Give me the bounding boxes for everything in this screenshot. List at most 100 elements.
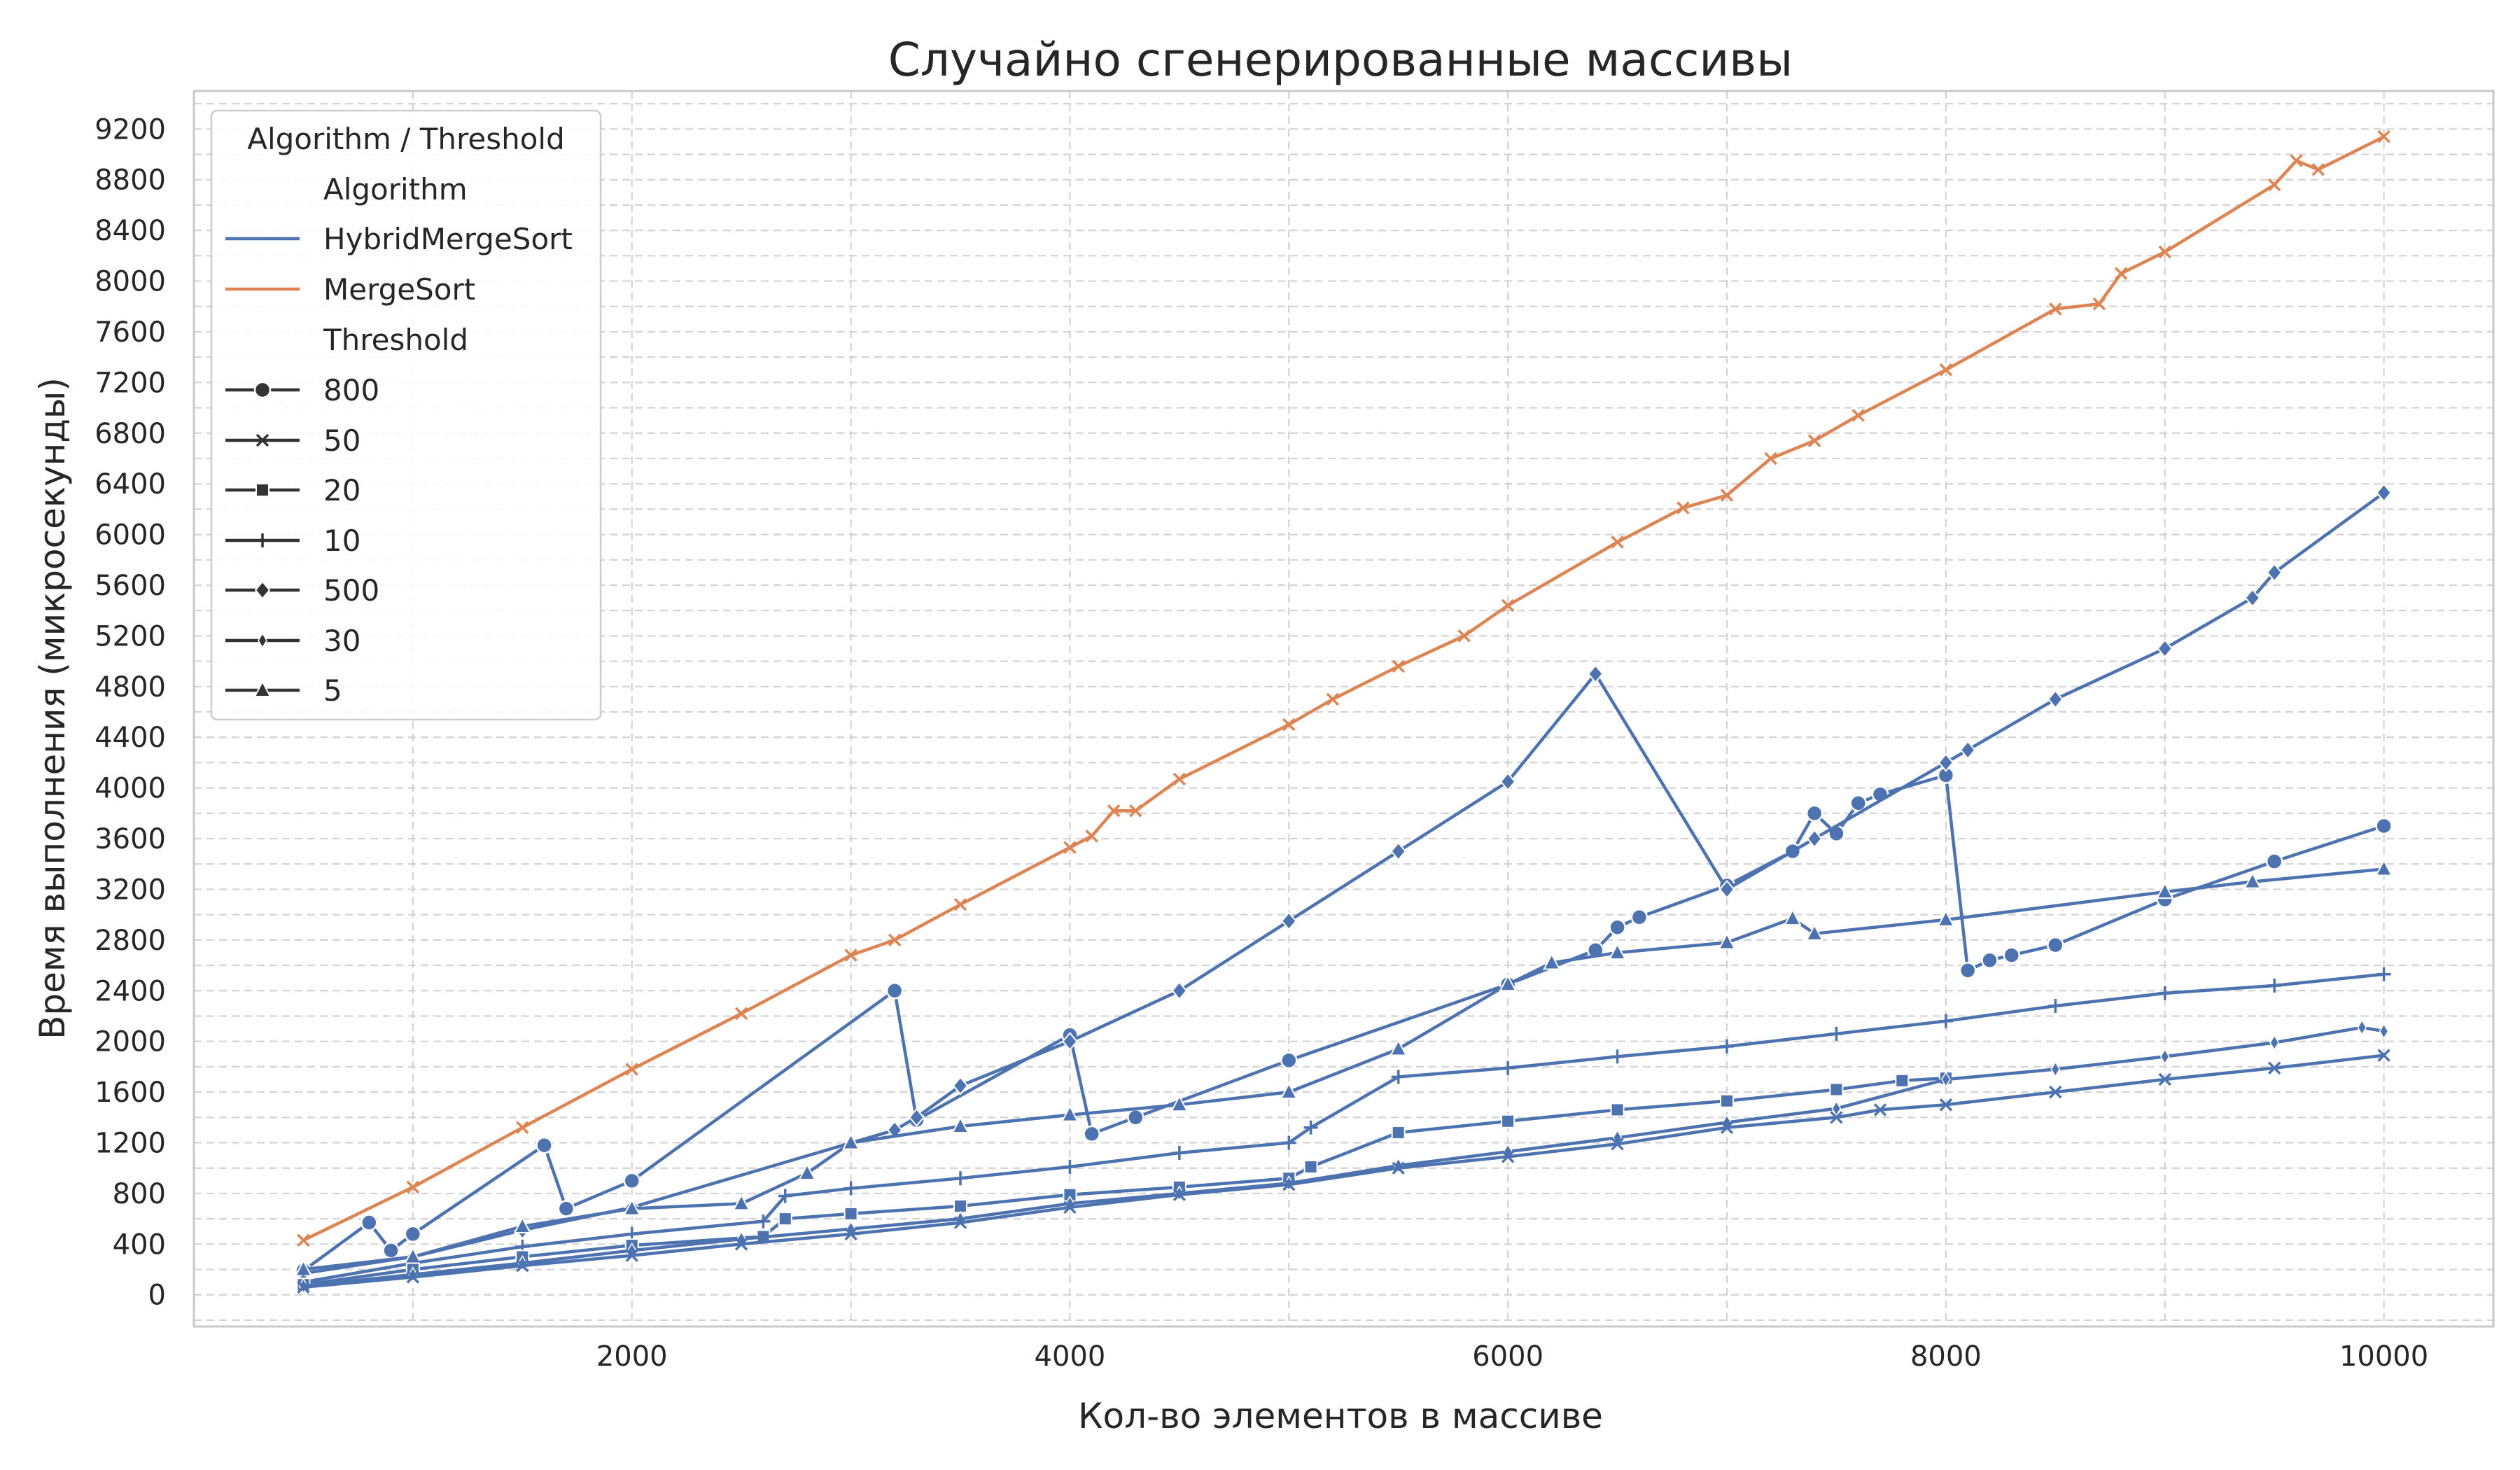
data-point bbox=[1392, 659, 1405, 673]
legend-label-threshold-500: 500 bbox=[323, 573, 379, 608]
data-point bbox=[2049, 1085, 2062, 1099]
data-point bbox=[1170, 1095, 1189, 1112]
data-point bbox=[1282, 718, 1296, 732]
x-axis-label: Кол-во элементов в массиве bbox=[1078, 1396, 1603, 1436]
data-point bbox=[953, 897, 967, 911]
data-point bbox=[2376, 483, 2392, 503]
y-tick-label: 4000 bbox=[94, 773, 166, 805]
data-point bbox=[1282, 1135, 1296, 1150]
data-point bbox=[1981, 951, 1998, 969]
legend-marker-symbol bbox=[255, 483, 270, 497]
y-tick-label: 9200 bbox=[94, 113, 166, 146]
y-axis-label: Время выполнения (микросекунды) bbox=[32, 377, 73, 1040]
data-point bbox=[1676, 501, 1690, 514]
data-point bbox=[2311, 162, 2325, 176]
data-point bbox=[2267, 979, 2282, 993]
y-axis: 0 400 800 1200 1600 2000 2400 2800 3200 3600 4000 4… bbox=[94, 113, 166, 1311]
legend-label-hybridmergesort: HybridMergeSort bbox=[323, 222, 573, 256]
data-point bbox=[2244, 588, 2261, 608]
x-axis: 2000 4000 6000 8000 10000 bbox=[596, 1340, 2428, 1373]
data-point bbox=[1501, 1114, 1516, 1128]
data-point bbox=[1938, 1014, 1953, 1028]
legend-item-threshold-30: 30 bbox=[225, 624, 360, 658]
legend-threshold-header: Threshold bbox=[323, 323, 468, 357]
legend-marker-800 bbox=[253, 381, 272, 399]
legend-marker-symbol bbox=[255, 433, 270, 447]
data-point bbox=[2156, 881, 2174, 899]
data-point bbox=[1282, 1178, 1296, 1191]
data-point bbox=[1805, 804, 1823, 822]
data-point bbox=[516, 1121, 529, 1135]
legend-marker-20 bbox=[255, 483, 270, 497]
data-point bbox=[1938, 752, 1954, 772]
series-mergesort bbox=[297, 130, 2390, 1247]
y-tick-label: 8400 bbox=[94, 215, 166, 247]
series-line-hybridmergesort-10 bbox=[302, 972, 2386, 1284]
data-point bbox=[1937, 909, 1955, 927]
data-point bbox=[297, 1280, 310, 1294]
y-tick-label: 2800 bbox=[94, 925, 166, 957]
data-point bbox=[844, 1227, 858, 1241]
data-point bbox=[2114, 267, 2128, 280]
legend-marker-symbol bbox=[255, 533, 270, 547]
data-point bbox=[886, 982, 904, 1000]
data-point bbox=[2376, 967, 2391, 981]
legend-marker-500 bbox=[254, 580, 271, 600]
y-tick-label: 2000 bbox=[94, 1026, 166, 1058]
data-point bbox=[1457, 629, 1471, 643]
legend-item-threshold-800: 800 bbox=[225, 373, 379, 407]
legend-item-threshold-20: 20 bbox=[225, 473, 360, 507]
data-point bbox=[1807, 434, 1821, 447]
data-point bbox=[1063, 1159, 1077, 1174]
y-tick-label: 6400 bbox=[94, 468, 166, 500]
x-tick-label: 2000 bbox=[596, 1340, 668, 1373]
data-point bbox=[734, 1007, 748, 1021]
data-point bbox=[844, 1181, 858, 1196]
data-point bbox=[623, 1172, 640, 1190]
data-point bbox=[888, 933, 902, 947]
data-point bbox=[406, 1270, 420, 1284]
data-point bbox=[1611, 536, 1624, 549]
data-point bbox=[732, 1194, 750, 1211]
data-point bbox=[1172, 772, 1186, 786]
data-point bbox=[1611, 1138, 1624, 1151]
series-hybridmergesort-5 bbox=[294, 859, 2393, 1277]
data-point bbox=[841, 1133, 860, 1150]
data-point bbox=[2049, 302, 2062, 316]
data-point bbox=[297, 1233, 310, 1247]
data-point bbox=[2244, 872, 2262, 889]
data-point bbox=[1764, 451, 1777, 465]
data-point bbox=[2050, 1061, 2061, 1077]
data-point bbox=[1720, 489, 1734, 502]
data-point bbox=[1391, 1126, 1406, 1140]
legend-label-threshold-5: 5 bbox=[323, 673, 342, 708]
data-point bbox=[2269, 1035, 2280, 1051]
data-point bbox=[1303, 1120, 1318, 1135]
data-point bbox=[1630, 909, 1648, 926]
data-point bbox=[1805, 923, 1823, 941]
data-point bbox=[2377, 1049, 2390, 1062]
x-tick-label: 10000 bbox=[2339, 1340, 2428, 1373]
data-point bbox=[1610, 1049, 1625, 1064]
data-point bbox=[778, 1189, 792, 1203]
data-point bbox=[1873, 1103, 1887, 1116]
data-point bbox=[953, 1199, 967, 1214]
data-point bbox=[1171, 981, 1188, 1000]
data-point bbox=[1543, 953, 1561, 970]
data-point bbox=[953, 1216, 967, 1229]
data-point bbox=[1829, 1082, 1844, 1097]
legend-title: Algorithm / Threshold bbox=[247, 122, 565, 156]
data-point bbox=[2377, 130, 2390, 144]
y-tick-label: 6000 bbox=[94, 519, 166, 552]
y-tick-label: 6800 bbox=[94, 418, 166, 450]
legend-marker-5 bbox=[253, 680, 272, 697]
y-tick-label: 800 bbox=[113, 1178, 166, 1210]
data-point bbox=[1895, 1073, 1910, 1088]
data-point bbox=[1718, 932, 1736, 950]
data-point bbox=[1940, 1071, 1951, 1088]
data-point bbox=[2092, 297, 2106, 311]
data-point bbox=[625, 1063, 638, 1076]
data-point bbox=[625, 1249, 638, 1262]
series-layer bbox=[294, 130, 2393, 1294]
y-tick-label: 8000 bbox=[94, 266, 166, 298]
